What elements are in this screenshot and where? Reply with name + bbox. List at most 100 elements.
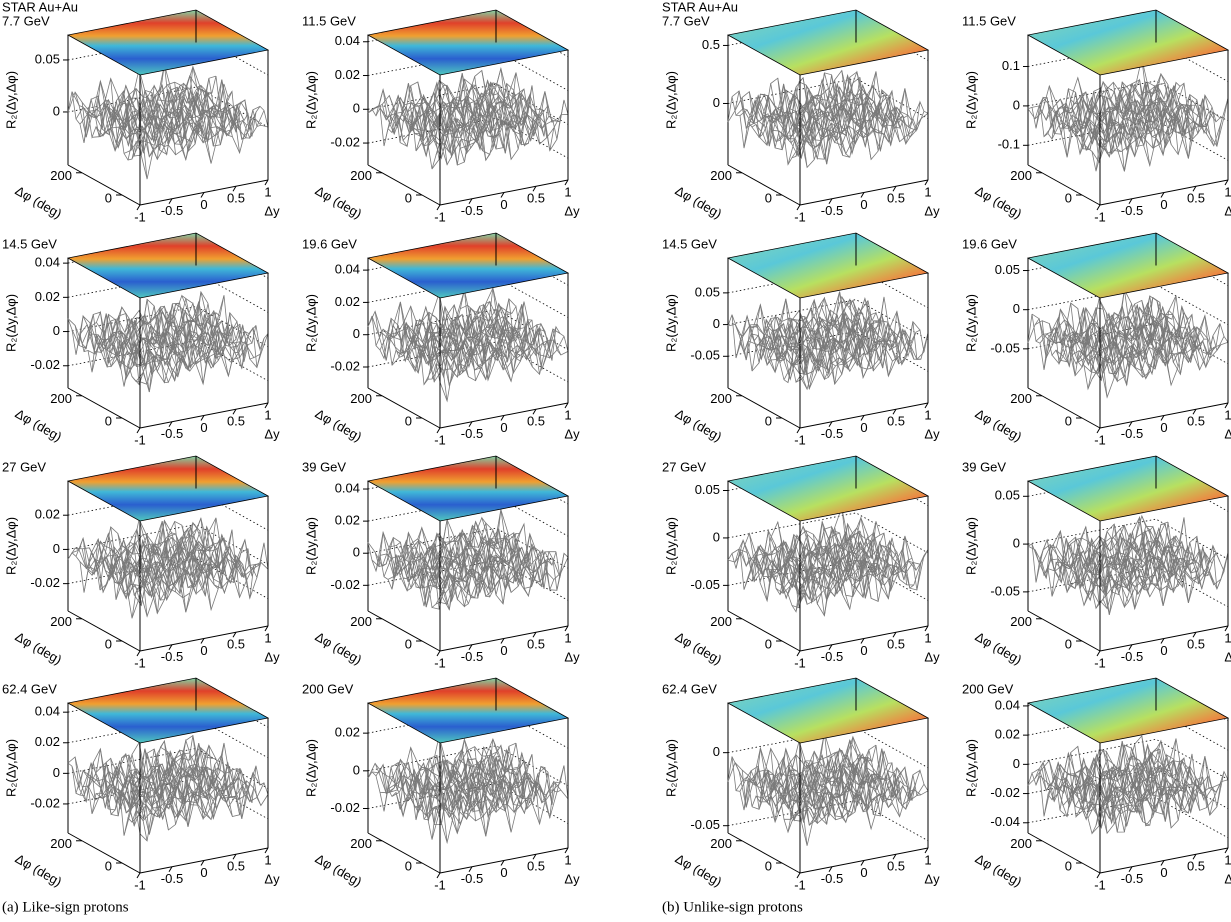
z-tick-label: -0.05 — [990, 340, 1020, 355]
tick-mark — [1096, 204, 1101, 211]
tick-mark — [796, 204, 801, 211]
phi-axis-title: Δφ (deg) — [313, 183, 365, 222]
tick-mark — [860, 638, 865, 644]
tick-mark — [532, 853, 537, 860]
z-tick-label: 0 — [713, 744, 720, 759]
y-tick-label: 1 — [924, 852, 931, 867]
y-tick-label: -0.5 — [1121, 871, 1143, 886]
y-tick-label: 0.5 — [227, 637, 245, 652]
z-axis-title: R₂(Δy,Δφ) — [303, 517, 318, 575]
y-tick-label: -1 — [134, 877, 146, 892]
y-axis-title: Δy — [564, 203, 580, 218]
z-tick-label: 0 — [1013, 301, 1020, 316]
tick-mark — [232, 853, 237, 860]
tick-mark — [468, 644, 473, 651]
surface-mesh — [841, 740, 915, 810]
tick-mark — [532, 408, 537, 415]
grid-line — [367, 276, 569, 318]
surface-mesh — [195, 295, 269, 362]
tick-mark — [468, 421, 473, 428]
z-axis-title: R₂(Δy,Δφ) — [963, 71, 978, 129]
z-axis-title: R₂(Δy,Δφ) — [3, 71, 18, 129]
tick-mark — [1160, 638, 1165, 644]
grid-line — [67, 340, 269, 382]
color-map — [726, 232, 930, 299]
surface-mesh — [367, 735, 497, 797]
phi-tick-label: 200 — [1010, 836, 1032, 851]
z-tick-label: 0.04 — [335, 480, 360, 495]
tick-mark — [1160, 192, 1165, 198]
phi-axis-title: Δφ (deg) — [13, 183, 65, 222]
axis-line — [67, 610, 141, 652]
z-tick-label: 0 — [53, 541, 60, 556]
tick-mark — [1128, 644, 1133, 651]
surface-mesh — [1155, 517, 1229, 577]
y-tick-label: 0.5 — [1187, 191, 1205, 206]
z-tick-label: 0.04 — [35, 255, 60, 270]
z-axis-title: R₂(Δy,Δφ) — [963, 294, 978, 352]
surface-mesh — [1031, 288, 1161, 360]
phi-tick-label: 0 — [765, 413, 772, 428]
y-tick-label: 0 — [1160, 643, 1167, 658]
y-tick-label: -0.5 — [161, 426, 183, 441]
y-tick-label: 1 — [564, 852, 571, 867]
tick-mark — [436, 872, 441, 879]
phi-tick-label: 0 — [105, 636, 112, 651]
y-tick-label: 1 — [264, 184, 271, 199]
z-tick-label: -0.02 — [330, 358, 360, 373]
tick-mark — [1224, 847, 1229, 854]
grid-line — [67, 717, 269, 759]
z-tick-label: 0 — [1013, 756, 1020, 771]
surface-mesh — [848, 297, 921, 360]
z-tick-label: -0.02 — [30, 357, 60, 372]
z-tick-label: 0.02 — [335, 725, 360, 740]
panel-label: 19.6 GeV — [962, 236, 1017, 251]
phi-tick-label: 0 — [1065, 636, 1072, 651]
y-tick-label: 0.5 — [887, 859, 905, 874]
color-map — [726, 677, 930, 744]
tick-mark — [232, 185, 237, 192]
tick-mark — [136, 650, 141, 657]
surface-mesh — [67, 517, 197, 573]
color-map — [1026, 677, 1230, 744]
y-tick-label: 0 — [200, 865, 207, 880]
tick-mark — [892, 631, 897, 638]
grid-line — [67, 747, 269, 789]
panel-label: 200 GeV — [962, 681, 1014, 696]
y-tick-label: 1 — [924, 630, 931, 645]
z-tick-label: 0.05 — [995, 262, 1020, 277]
grid-line — [1027, 566, 1229, 608]
y-tick-label: 1 — [1224, 630, 1231, 645]
surface-mesh — [1027, 297, 1157, 349]
phi-tick-label: 200 — [350, 614, 372, 629]
phi-tick-label: 200 — [1010, 391, 1032, 406]
panel-label: 200 GeV — [302, 681, 354, 696]
y-tick-label: -1 — [1094, 432, 1106, 447]
caption: (a) Like-sign protons — [2, 899, 129, 915]
phi-axis-title: Δφ (deg) — [673, 406, 725, 445]
phi-tick-label: 0 — [765, 190, 772, 205]
grid-line — [367, 341, 569, 383]
tick-mark — [264, 847, 269, 854]
color-map — [726, 455, 930, 522]
y-axis-title: Δy — [564, 871, 580, 886]
z-tick-label: 0.02 — [335, 513, 360, 528]
grid-line — [67, 558, 269, 599]
y-tick-label: -1 — [794, 655, 806, 670]
grid-line — [367, 707, 569, 749]
surface-mesh — [834, 307, 908, 369]
surface-mesh — [71, 734, 201, 804]
tick-mark — [500, 638, 505, 644]
axis-line — [67, 387, 141, 429]
phi-tick-label: 0 — [405, 190, 412, 205]
surface-mesh — [848, 736, 921, 801]
z-axis-title: R₂(Δy,Δφ) — [3, 517, 18, 575]
y-tick-label: 1 — [924, 407, 931, 422]
y-tick-label: 1 — [564, 184, 571, 199]
grid-line — [367, 495, 569, 537]
phi-axis-title: Δφ (deg) — [313, 629, 365, 668]
grid-line — [1027, 738, 1229, 780]
grid-line — [367, 309, 569, 351]
